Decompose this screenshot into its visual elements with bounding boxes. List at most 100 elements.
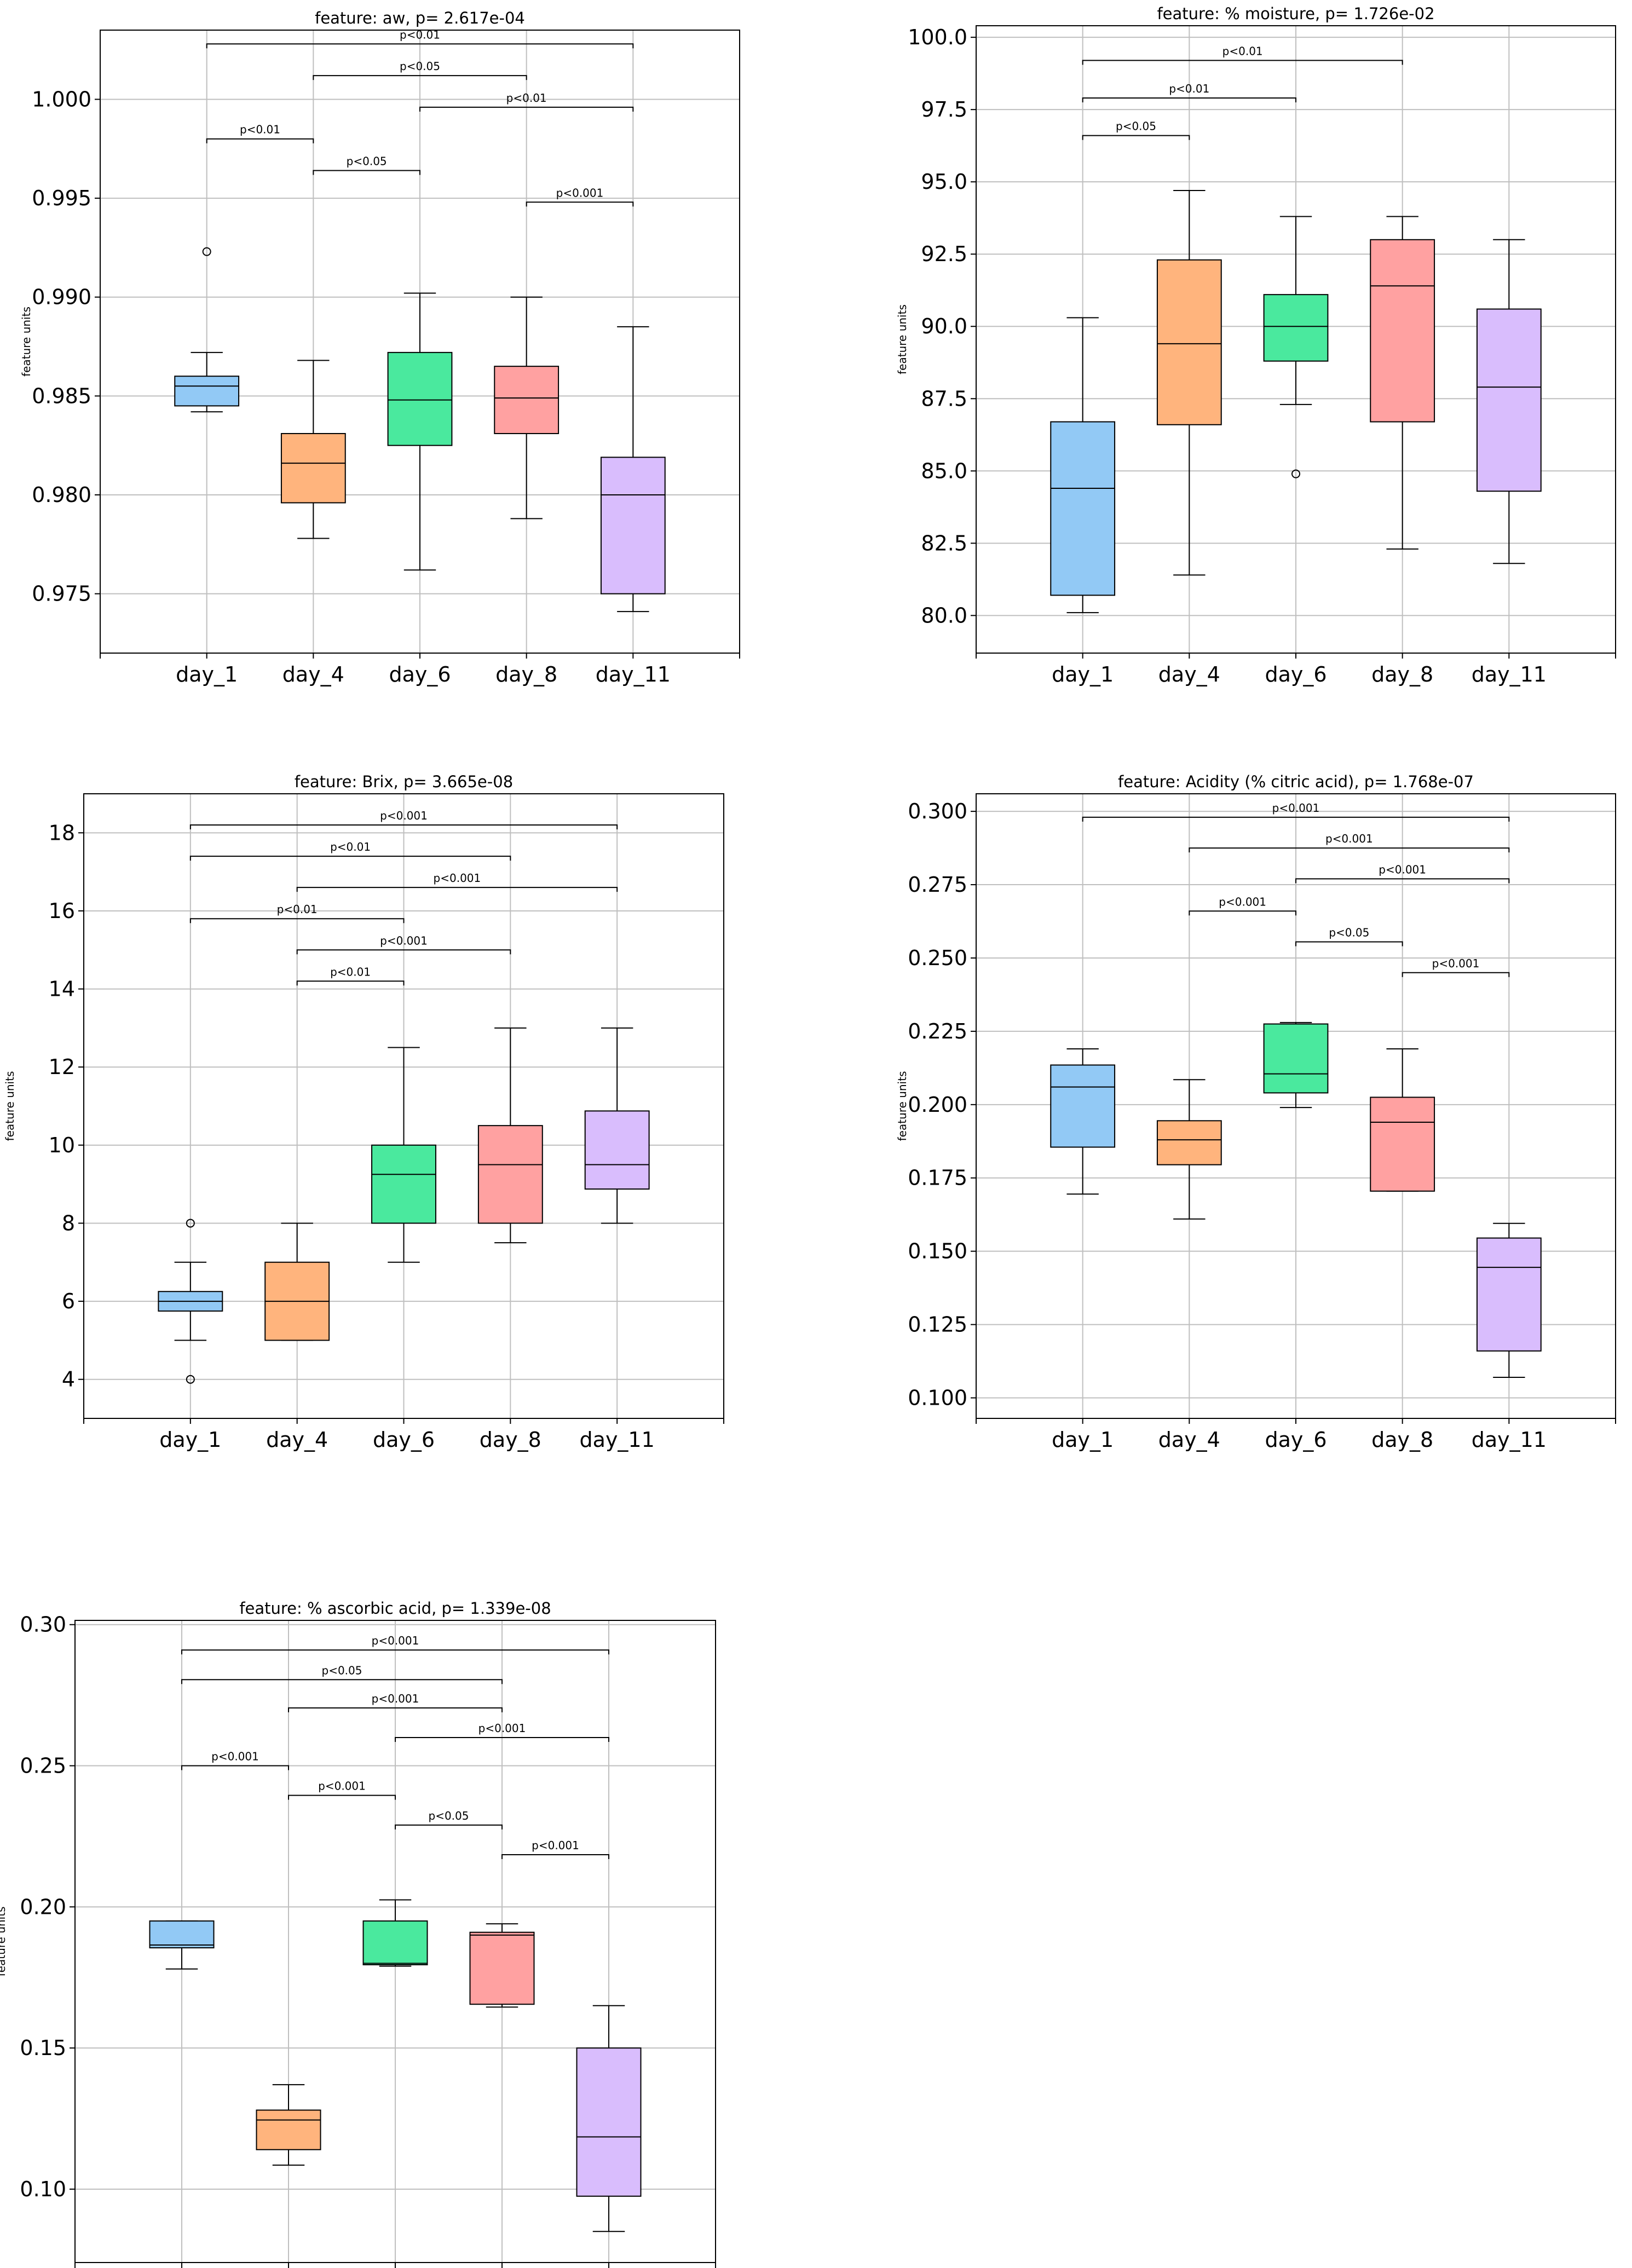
y-tick-label: 97.5 [921, 97, 967, 122]
box-body [1370, 239, 1435, 423]
x-tick-label: day_11 [1472, 662, 1547, 686]
significance-label: p<0.001 [532, 1839, 579, 1852]
box-day_6 [387, 292, 453, 571]
x-tick-label: day_4 [282, 662, 344, 686]
x-tick-label: day_6 [1265, 662, 1327, 686]
y-tick-label: 10 [49, 1133, 75, 1157]
box-body [387, 351, 453, 446]
x-tick-label: day_6 [1265, 1428, 1327, 1452]
significance-label: p<0.01 [506, 91, 547, 105]
bracket-line [206, 138, 314, 143]
bracket-line [189, 918, 405, 924]
significance-bracket: p<0.001 [526, 186, 634, 207]
box-body [469, 1931, 535, 2005]
x-tick-label: day_11 [580, 1428, 655, 1452]
outlier-point [202, 247, 211, 256]
significance-label: p<0.05 [429, 1809, 469, 1822]
bracket-line [181, 1649, 609, 1655]
box-body [1263, 294, 1329, 362]
bracket-line [288, 1794, 396, 1800]
significance-label: p<0.05 [1116, 120, 1156, 133]
box-day_11 [1476, 1222, 1542, 1378]
box-day_1 [1050, 1048, 1116, 1195]
y-tick-label: 0.125 [908, 1313, 967, 1337]
axes-frame [976, 25, 1616, 654]
box-day_1 [174, 247, 240, 413]
bracket-line [1189, 847, 1510, 853]
significance-bracket: p<0.01 [1082, 82, 1296, 103]
y-tick-label: 85.0 [921, 459, 967, 483]
y-tick-label: 6 [62, 1289, 75, 1313]
bracket-line [189, 824, 618, 830]
bracket-line [296, 949, 511, 955]
x-tick-label: day_8 [495, 662, 557, 686]
x-tick-label: day_11 [596, 662, 671, 686]
significance-label: p<0.001 [556, 186, 604, 199]
y-tick-label: 0.20 [20, 1895, 66, 1919]
y-axis-label: feature units [896, 304, 909, 374]
box-body [1476, 308, 1542, 492]
y-tick-label: 0.30 [20, 1613, 66, 1637]
y-tick-label: 0.985 [32, 384, 91, 408]
significance-label: p<0.05 [1329, 926, 1369, 939]
significance-label: p<0.001 [211, 1750, 259, 1763]
bracket-line [1082, 60, 1403, 65]
box-day_8 [469, 1923, 535, 2008]
significance-bracket: p<0.001 [1295, 863, 1510, 884]
significance-bracket: p<0.001 [189, 809, 618, 830]
box-body [1050, 421, 1116, 596]
box-day_8 [1370, 1048, 1435, 1192]
boxplot-panel-2: 80.0 82.5 85.0 87.5 90.0 92.5 95.0 97.5 100.0 day… [896, 4, 1616, 686]
significance-bracket: p<0.05 [313, 155, 420, 175]
x-tick-label: day_6 [389, 662, 451, 686]
box-body [1156, 259, 1222, 425]
bracket-line [181, 1679, 503, 1684]
x-tick-label: day_8 [1371, 1428, 1433, 1452]
bracket-line [313, 170, 420, 175]
boxplot-panel-1: 0.975 0.980 0.985 0.990 0.995 1.000 day_1 day_4… [20, 9, 740, 686]
significance-label: p<0.001 [380, 934, 428, 947]
y-tick-label: 16 [49, 899, 75, 923]
significance-label: p<0.001 [1272, 801, 1320, 815]
y-tick-label: 0.225 [908, 1019, 967, 1043]
significance-bracket: p<0.05 [181, 1664, 503, 1684]
box-day_11 [576, 2005, 642, 2232]
bracket-line [313, 75, 527, 80]
significance-bracket: p<0.01 [419, 91, 634, 112]
y-axis-label: feature units [896, 1071, 909, 1141]
chart-title: feature: % moisture, p= 1.726e-02 [1157, 4, 1434, 23]
significance-label: p<0.001 [1219, 895, 1266, 908]
box-body [576, 2047, 642, 2197]
bracket-line [189, 856, 511, 861]
box-body [1476, 1237, 1542, 1352]
significance-bracket: p<0.01 [206, 123, 314, 143]
axes-frame [976, 793, 1616, 1419]
box-day_6 [1263, 216, 1329, 478]
bracket-line [501, 1854, 609, 1859]
bracket-line [1082, 816, 1510, 822]
y-tick-label: 0.980 [32, 483, 91, 507]
box-day_6 [362, 1899, 428, 1967]
y-tick-label: 0.150 [908, 1239, 967, 1263]
outlier-point [186, 1375, 195, 1384]
y-tick-label: 1.000 [32, 87, 91, 111]
box-body [149, 1920, 215, 1949]
y-axis-label: feature units [0, 1907, 8, 1977]
y-tick-label: 0.25 [20, 1754, 66, 1778]
box-body [600, 457, 666, 595]
bracket-line [1189, 910, 1296, 916]
box-day_4 [280, 360, 346, 539]
box-day_8 [1370, 216, 1435, 550]
chart-title: feature: % ascorbic acid, p= 1.339e-08 [239, 1599, 551, 1618]
y-tick-label: 14 [49, 977, 75, 1001]
x-tick-label: day_4 [1158, 662, 1220, 686]
bracket-line [181, 1765, 289, 1770]
significance-label: p<0.001 [1379, 863, 1426, 876]
box-body [256, 2109, 321, 2150]
y-tick-label: 90.0 [921, 314, 967, 338]
bracket-line [288, 1707, 503, 1712]
significance-bracket: p<0.001 [1082, 801, 1510, 822]
axes-frame [74, 1620, 716, 2263]
significance-bracket: p<0.05 [1082, 120, 1190, 140]
